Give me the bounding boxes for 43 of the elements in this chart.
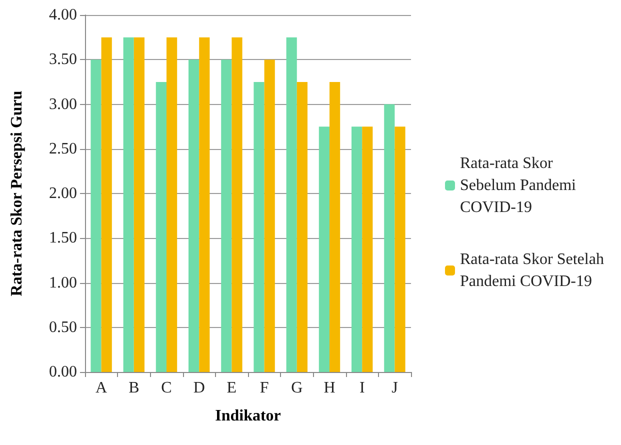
bar (188, 60, 200, 372)
x-tick-label: J (392, 380, 398, 396)
bar (394, 126, 406, 372)
y-tick-label: 2.00 (49, 185, 77, 202)
bar (101, 37, 112, 372)
legend-label: Rata-rata Skor Setelah Pandemi COVID-19 (460, 251, 608, 290)
bar (232, 37, 242, 372)
bar (362, 126, 373, 372)
y-tick-label: 1.00 (49, 274, 77, 292)
y-tick-label: 0.50 (49, 318, 77, 336)
bar (384, 104, 395, 372)
legend-label: Rata-rata Skor Sebelum Pandemi COVID-19 (460, 155, 580, 216)
bar (134, 37, 144, 372)
x-axis-title: Indikator (215, 408, 281, 424)
bar (254, 82, 264, 372)
x-tick-label: H (324, 380, 336, 396)
x-tick-label: A (96, 380, 108, 396)
x-tick-label: I (359, 380, 365, 396)
bar (352, 126, 362, 372)
x-tick-label: D (193, 380, 205, 396)
y-tick-label: 4.00 (49, 6, 77, 24)
y-axis-title: Rata-rata Skor Persepsi Guru (8, 90, 26, 296)
y-tick-label: 1.50 (49, 230, 77, 247)
bar (286, 37, 297, 372)
bar (318, 126, 330, 372)
bar (90, 60, 102, 372)
bar (156, 82, 166, 372)
y-tick-label: 3.50 (49, 51, 77, 68)
bar (166, 37, 178, 372)
bar (330, 82, 340, 372)
bar (296, 82, 308, 372)
x-tick-label: C (161, 380, 172, 396)
x-tick-label: F (260, 380, 269, 396)
bar (221, 60, 232, 372)
bar (199, 37, 210, 372)
y-tick-label: 2.50 (49, 140, 77, 158)
x-tick-label: G (291, 380, 304, 396)
y-tick-label: 3.00 (49, 96, 77, 113)
x-tick-label: B (128, 380, 140, 396)
bar (123, 37, 134, 372)
bar (264, 60, 275, 372)
y-tick-label: 0.00 (49, 364, 77, 380)
x-tick-label: E (226, 380, 237, 396)
